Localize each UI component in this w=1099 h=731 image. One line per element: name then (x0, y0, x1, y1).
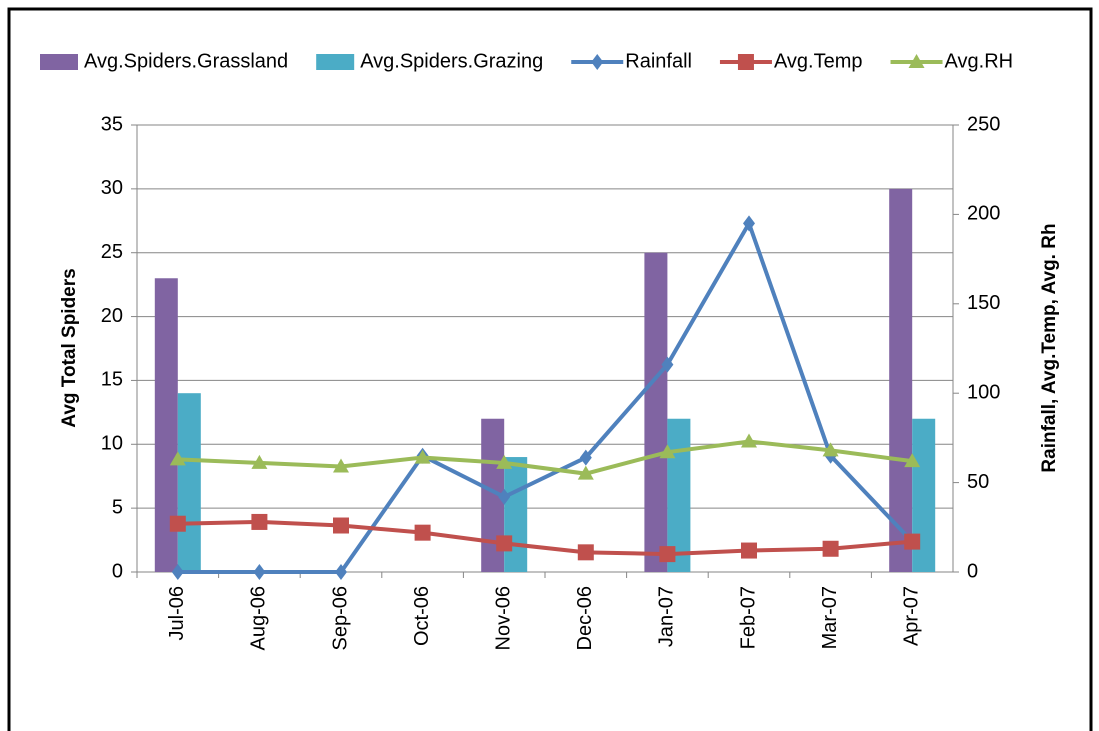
x-tick-label: Aug-06 (248, 586, 270, 651)
point (414, 524, 431, 541)
point (659, 444, 676, 459)
x-tick-label: Nov-06 (492, 586, 514, 650)
point (333, 517, 349, 534)
y-axis-title: Avg Total Spiders (59, 268, 80, 427)
point (577, 465, 594, 480)
y-tick-label: 15 (101, 369, 123, 391)
line (177, 218, 914, 574)
y-tick-label: 5 (112, 496, 123, 518)
legend-label: Avg.Temp (774, 50, 863, 72)
bar (504, 457, 528, 572)
y2-tick-label: 50 (967, 471, 989, 493)
legend-label: Rainfall (625, 50, 692, 72)
y-tick-label: 0 (112, 560, 123, 582)
legend-label: Avg.RH (945, 50, 1014, 72)
point (579, 449, 592, 466)
point (251, 454, 268, 469)
point (169, 515, 186, 532)
point (661, 356, 674, 373)
bar (177, 393, 201, 572)
x-tick-label: Feb-07 (737, 586, 759, 649)
y2-tick-label: 150 (967, 292, 1000, 314)
point (253, 564, 266, 580)
bar (154, 278, 178, 572)
frame (7, 7, 1093, 731)
y-tick-label: 20 (101, 305, 123, 327)
y2-tick-label: 0 (967, 560, 978, 582)
point (414, 449, 431, 464)
y2-axis-title: Rainfall, Avg.Temp, Avg. Rh (1039, 223, 1060, 472)
x-tick-label: Jan-07 (656, 586, 678, 647)
legend-label: Avg.Spiders.Grazing (360, 50, 543, 72)
legend-marker (591, 54, 604, 70)
point (904, 453, 921, 468)
point (171, 564, 184, 580)
y-tick-label: 10 (101, 433, 123, 455)
line (177, 519, 913, 557)
point (822, 540, 839, 557)
x-tick-label: Jul-06 (166, 586, 188, 640)
y2-tick-label: 250 (967, 113, 1000, 135)
point (496, 535, 513, 552)
point (496, 454, 513, 469)
legend-marker (908, 54, 925, 68)
legend-swatch (316, 54, 355, 70)
bar (644, 252, 668, 572)
x-tick-label: Apr-07 (900, 586, 922, 646)
bar (481, 418, 505, 572)
y2-tick-label: 200 (967, 203, 1000, 225)
point (251, 513, 268, 530)
legend-marker (737, 54, 754, 70)
line (177, 439, 913, 476)
bar (889, 188, 913, 572)
y-tick-label: 35 (101, 113, 123, 135)
point (169, 451, 186, 466)
point (577, 544, 594, 561)
point (741, 542, 757, 559)
point (743, 215, 755, 232)
legend-label: Avg.Spiders.Grassland (84, 50, 288, 72)
point (741, 433, 757, 448)
point (333, 458, 349, 473)
point (904, 533, 921, 550)
point (335, 564, 347, 580)
point (498, 488, 511, 505)
y2-tick-label: 100 (967, 381, 1000, 403)
y-tick-label: 30 (101, 177, 123, 199)
x-tick-label: Sep-06 (329, 586, 351, 651)
x-tick-label: Dec-06 (574, 586, 596, 650)
legend-swatch (40, 54, 78, 70)
point (659, 546, 676, 563)
y-tick-label: 25 (101, 241, 123, 263)
x-tick-label: Oct-06 (411, 586, 433, 646)
point (822, 442, 839, 457)
x-tick-label: Mar-07 (819, 586, 841, 649)
